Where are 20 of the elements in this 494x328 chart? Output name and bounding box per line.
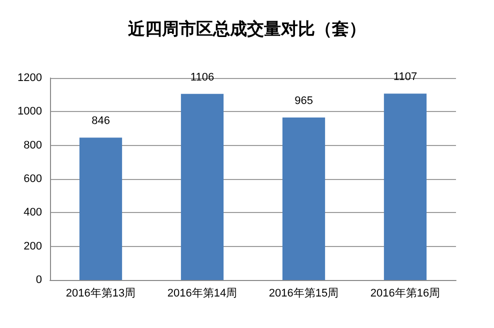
y-tick-label: 1000: [18, 106, 42, 118]
bar: [282, 118, 326, 280]
y-tick-label: 400: [24, 206, 42, 219]
data-label: 846: [92, 115, 110, 128]
bar: [79, 138, 122, 280]
data-label: 965: [294, 95, 313, 108]
y-tick-label: 200: [24, 240, 42, 252]
x-tick-label: 2016年第13周: [66, 288, 136, 300]
bar: [384, 94, 427, 280]
y-tick-label: 600: [24, 173, 42, 185]
x-tick-label: 2016年第15周: [268, 288, 339, 300]
y-tick-label: 800: [24, 139, 42, 152]
y-tick-label: 0: [36, 274, 42, 286]
data-label: 1106: [190, 71, 214, 84]
y-tick-label: 1200: [18, 72, 42, 84]
chart-title: 近四周市区总成交量对比（套）: [127, 20, 366, 40]
bar: [180, 94, 224, 280]
data-label: 1107: [393, 71, 418, 84]
x-tick-label: 2016年第14周: [167, 288, 238, 300]
x-tick-label: 2016年第16周: [370, 288, 440, 300]
